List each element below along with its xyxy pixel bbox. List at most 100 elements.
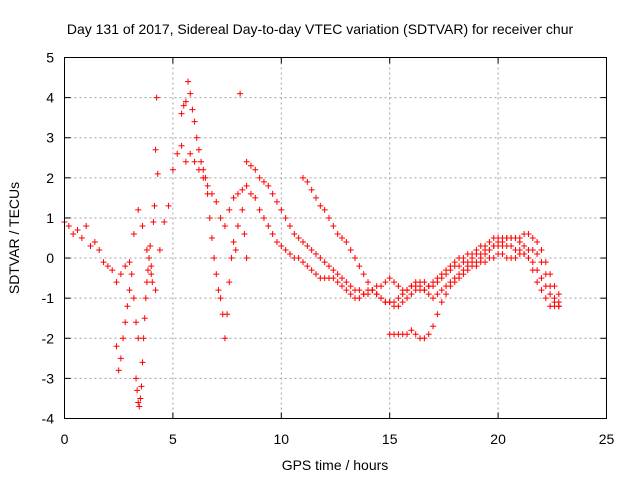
y-tick-label: 4: [46, 90, 54, 106]
data-point: [534, 267, 541, 274]
data-point: [135, 335, 142, 342]
data-point: [120, 335, 127, 342]
data-point: [473, 263, 480, 270]
data-point: [538, 259, 545, 266]
data-point: [304, 243, 311, 250]
data-point: [299, 239, 306, 246]
x-tick-label: 15: [382, 431, 398, 447]
data-point: [330, 275, 337, 282]
data-point: [113, 279, 120, 286]
data-point: [434, 275, 441, 282]
data-point: [334, 271, 341, 278]
data-point: [161, 218, 168, 225]
data-point: [430, 279, 437, 286]
data-point: [308, 267, 315, 274]
data-point: [232, 247, 239, 254]
data-point: [213, 271, 220, 278]
data-point: [347, 247, 354, 254]
data-point: [516, 235, 523, 241]
data-point: [395, 283, 402, 290]
data-point: [304, 263, 311, 270]
data-point: [508, 243, 515, 250]
data-point: [133, 375, 140, 382]
data-point: [395, 295, 402, 302]
y-tick-labels: -4 -3 -2 -1 0 1 2 3 4 5: [42, 50, 55, 427]
data-point: [378, 295, 385, 302]
data-point: [243, 182, 250, 189]
data-point: [217, 295, 224, 302]
data-point: [78, 235, 85, 241]
data-point: [382, 279, 389, 286]
data-point: [386, 275, 393, 282]
data-point: [165, 202, 172, 209]
x-axis-label: GPS time / hours: [282, 457, 389, 473]
data-point: [421, 287, 428, 294]
series-track-a: [61, 142, 562, 310]
data-point: [447, 283, 454, 290]
data-point: [174, 150, 181, 157]
data-point: [247, 162, 254, 169]
data-point: [198, 158, 205, 165]
x-tick-label: 10: [274, 431, 290, 447]
data-point: [96, 247, 103, 254]
data-point: [538, 287, 545, 294]
data-point: [547, 291, 554, 298]
data-point: [153, 94, 160, 101]
data-point: [525, 230, 532, 237]
data-point: [150, 218, 157, 225]
data-point: [434, 291, 441, 298]
data-point: [142, 295, 149, 302]
data-point: [226, 279, 233, 286]
data-point: [521, 243, 528, 250]
data-point: [443, 291, 450, 298]
data-point: [378, 283, 385, 290]
data-point: [237, 90, 244, 97]
data-point: [239, 186, 246, 193]
data-point: [140, 335, 147, 342]
data-point: [139, 222, 146, 229]
data-point: [542, 295, 549, 302]
data-point: [273, 198, 280, 205]
data-point: [317, 255, 324, 262]
data-point: [182, 98, 189, 105]
data-point: [211, 255, 218, 262]
data-point: [230, 239, 237, 246]
data-point: [148, 271, 155, 278]
data-point: [282, 247, 289, 254]
data-point: [138, 383, 145, 390]
data-point: [434, 311, 441, 318]
data-point: [482, 259, 489, 266]
data-point: [260, 214, 267, 221]
data-point: [149, 279, 156, 286]
data-point: [221, 222, 228, 229]
data-point: [226, 206, 233, 213]
series-track-c: [299, 174, 562, 310]
data-point: [308, 247, 315, 254]
data-point: [204, 190, 211, 197]
data-point: [486, 247, 493, 254]
data-point: [365, 291, 372, 298]
data-point: [499, 251, 506, 258]
data-point: [408, 327, 415, 334]
data-point: [356, 287, 363, 294]
y-tick-label: 5: [46, 50, 54, 66]
data-point: [295, 255, 302, 262]
data-point: [146, 255, 153, 262]
data-point: [135, 399, 142, 406]
y-tick-label: 0: [46, 250, 54, 266]
data-point: [143, 279, 150, 286]
data-point: [117, 271, 124, 278]
data-point: [126, 259, 133, 266]
data-point: [234, 190, 241, 197]
series-track-d: [386, 247, 562, 342]
data-point: [395, 303, 402, 310]
data-point: [534, 239, 541, 246]
data-point: [343, 239, 350, 246]
data-point: [464, 259, 471, 266]
y-tick-label: -4: [42, 411, 55, 427]
data-point: [412, 331, 419, 338]
data-point: [456, 275, 463, 282]
data-point: [321, 259, 328, 266]
series-track-b: [243, 158, 562, 310]
